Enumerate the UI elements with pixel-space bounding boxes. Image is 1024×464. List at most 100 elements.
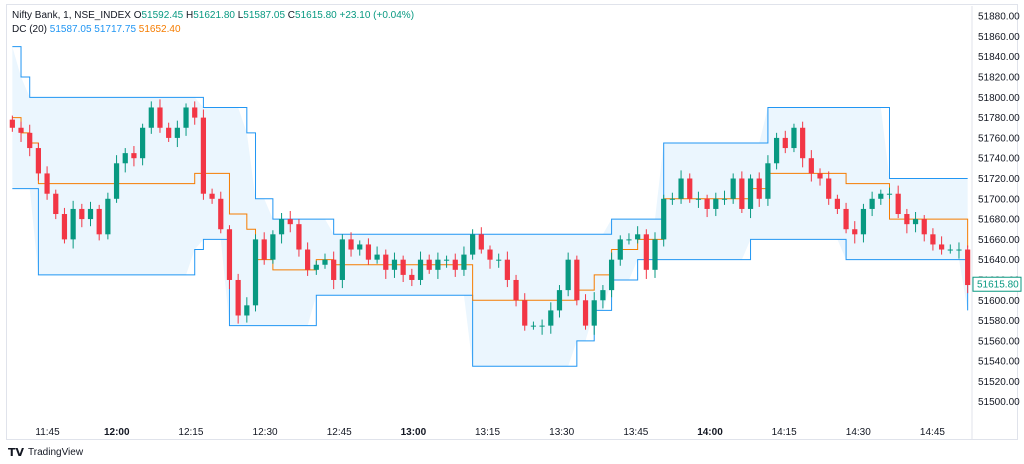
open-label: O (133, 10, 142, 21)
candle-body (635, 234, 641, 240)
candle-body (626, 239, 632, 241)
candle-body (834, 198, 840, 209)
y-tick-label: 51760.00 (978, 133, 1020, 144)
candle-body (244, 305, 250, 316)
candle-body (409, 274, 415, 280)
candle-body (166, 127, 172, 138)
candle-body (348, 239, 354, 250)
x-tick-label: 14:15 (772, 427, 797, 438)
y-tick-label: 51520.00 (978, 377, 1020, 388)
candle-body (157, 107, 163, 128)
candle-body (105, 198, 111, 235)
candle-body (148, 107, 154, 128)
last-price-label: 51615.80 (977, 280, 1019, 291)
candle-body (687, 178, 693, 199)
candle-body (574, 259, 580, 301)
candle-body (200, 117, 207, 194)
candle-body (131, 153, 137, 159)
candle-body (765, 163, 771, 199)
change-value: +23.10 (+0.04%) (339, 10, 415, 21)
x-tick-label: 13:00 (401, 427, 427, 438)
y-tick-label: 51840.00 (978, 52, 1020, 63)
candle-body (96, 208, 102, 235)
candle-body (226, 229, 233, 280)
indicator-basis-value: 51652.40 (138, 24, 181, 35)
candle-body (174, 127, 180, 138)
x-tick-label: 14:30 (846, 427, 871, 438)
y-tick-label: 51600.00 (978, 296, 1020, 307)
candle-body (27, 132, 33, 149)
y-tick-label: 51800.00 (978, 93, 1020, 104)
candle-body (365, 244, 372, 260)
candle-body (539, 325, 545, 327)
candle-body (860, 208, 867, 235)
candle-body (209, 193, 215, 199)
candle-body (218, 198, 224, 230)
indicator-legend: DC (20) 51587.05 51717.75 51652.40 (12, 24, 181, 35)
candle-body (678, 178, 684, 199)
low-value: 51587.05 (243, 10, 286, 21)
candle-body (287, 219, 293, 225)
candle-body (522, 300, 528, 326)
candle-body (756, 178, 762, 199)
candle-body (278, 219, 285, 235)
tradingview-logo-icon: 𝗧𝗩 (8, 446, 25, 459)
candle-body (305, 249, 311, 270)
candle-body (895, 193, 901, 215)
candle-body (296, 224, 302, 250)
candle-body (947, 249, 953, 251)
candle-body (374, 254, 380, 260)
chart-frame (6, 4, 1018, 440)
candle-body (938, 244, 945, 250)
candle-body (461, 254, 467, 270)
candle-body (339, 239, 345, 280)
candle-body (695, 198, 702, 200)
candle-body (817, 173, 823, 179)
candle-body (886, 193, 893, 195)
x-tick-label: 12:00 (104, 427, 130, 438)
donchian-basis-line (12, 117, 969, 301)
candle-body (192, 107, 198, 118)
candle-body (87, 208, 94, 220)
candle-body (669, 198, 675, 200)
candle-body (773, 137, 780, 164)
candle-body (704, 198, 710, 209)
candle-body (608, 259, 615, 291)
candle-body (322, 259, 328, 265)
candle-body (869, 198, 875, 209)
candle-body (930, 234, 936, 245)
candle-body (548, 310, 554, 326)
candle-body (643, 234, 649, 270)
candle-body (496, 259, 502, 261)
candle-body (904, 214, 910, 225)
candle-body (270, 234, 276, 260)
candle-body (140, 127, 146, 159)
candle-body (252, 239, 259, 306)
candle-body (956, 249, 962, 251)
donchian-lower-line (12, 188, 969, 367)
high-value: 51621.80 (193, 10, 235, 21)
candle-body (383, 254, 389, 270)
candle-body (730, 178, 736, 199)
candle-body (852, 229, 858, 235)
candle-body (530, 325, 537, 327)
candle-body (61, 214, 68, 240)
candle-body (747, 178, 754, 209)
x-tick-label: 13:45 (623, 427, 648, 438)
low-label: L (237, 10, 244, 21)
y-tick-label: 51720.00 (978, 174, 1020, 185)
candle-body (739, 178, 745, 209)
candle-body (113, 163, 120, 199)
y-tick-label: 51680.00 (978, 215, 1020, 226)
candle-body (843, 208, 849, 230)
candle-body (582, 300, 589, 326)
candle-body (878, 193, 884, 199)
candle-body (556, 290, 563, 311)
y-tick-label: 51780.00 (978, 113, 1020, 124)
candle-body (591, 300, 597, 326)
x-tick-label: 12:30 (253, 427, 278, 438)
donchian-channel-fill (12, 46, 968, 367)
candle-body (791, 127, 797, 149)
open-value: 51592.45 (141, 10, 184, 21)
